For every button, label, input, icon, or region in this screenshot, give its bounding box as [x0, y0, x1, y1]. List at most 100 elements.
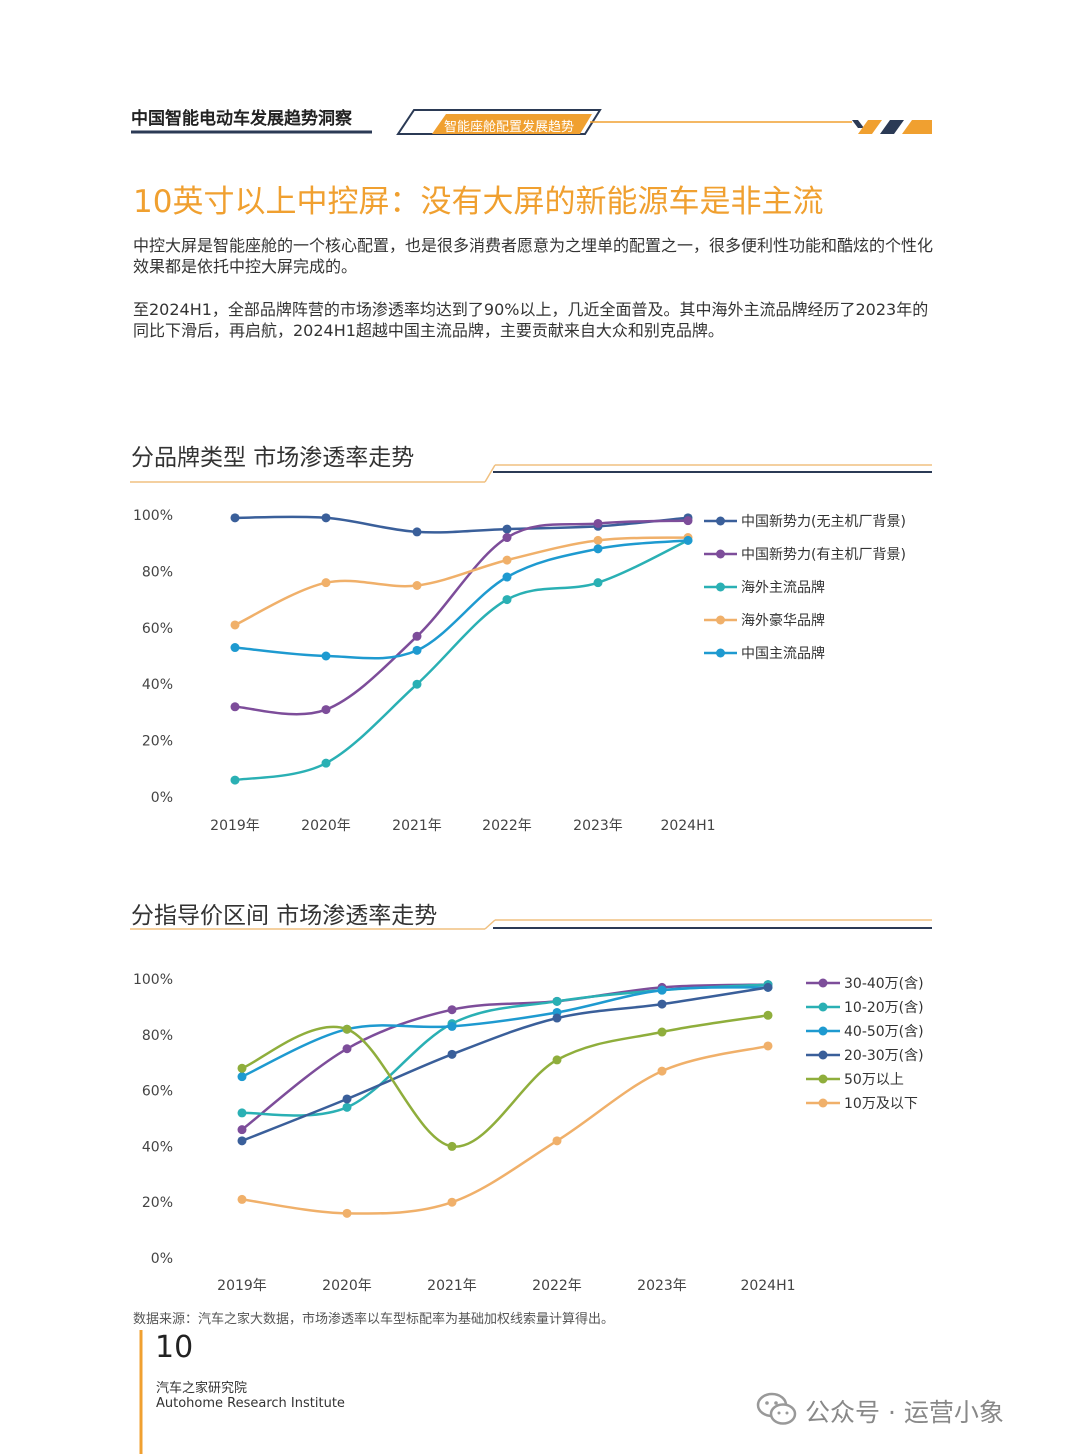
series-line	[234, 519, 689, 716]
footer-accent-bar	[139, 1330, 143, 1454]
data-point	[502, 533, 512, 543]
y-tick-label: 80%	[142, 564, 173, 580]
data-point	[447, 1141, 457, 1151]
legend-label: 20-30万(含)	[844, 1048, 924, 1064]
legend-label: 中国新势力(有主机厂背景)	[741, 547, 906, 563]
divider-slant	[484, 464, 496, 483]
data-point	[763, 982, 773, 992]
data-point	[321, 758, 331, 768]
y-tick-label: 40%	[142, 677, 173, 693]
series-line	[241, 986, 769, 1078]
intro-paragraph-1: 中控大屏是智能座舱的一个核心配置，也是很多消费者愿意为之埋单的配置之一，很多便利…	[133, 236, 934, 276]
data-point	[237, 1063, 247, 1073]
header-tag: 智能座舱配置发展趋势	[444, 120, 575, 135]
series-line	[234, 536, 689, 627]
data-point	[552, 996, 562, 1006]
y-tick-label: 20%	[142, 1195, 173, 1211]
data-point	[230, 775, 240, 785]
chart1-title-divider	[130, 464, 932, 483]
source-note: 数据来源：汽车之家大数据，市场渗透率以车型标配率为基础加权线索量计算得出。	[133, 1312, 615, 1327]
data-point	[683, 535, 693, 545]
y-tick-label: 60%	[142, 621, 173, 637]
data-point	[342, 1102, 352, 1112]
header-chevron-2	[880, 120, 904, 134]
data-point	[447, 1197, 457, 1207]
data-point	[412, 527, 422, 537]
legend-swatch-marker	[818, 1002, 828, 1012]
y-tick-label: 20%	[142, 734, 173, 750]
chart1-title: 分品牌类型 市场渗透率走势	[131, 445, 415, 471]
data-point	[447, 1049, 457, 1059]
legend-swatch-marker	[716, 582, 725, 592]
chart1-plot: 0% 20% 40% 60% 80% 100% 2019年 2020年 2021年 2022年 20…	[133, 508, 906, 834]
data-point	[552, 1136, 562, 1146]
data-point	[657, 1027, 667, 1037]
data-point	[552, 1013, 562, 1023]
y-tick-label: 60%	[142, 1084, 173, 1100]
data-point	[447, 1021, 457, 1031]
data-point	[230, 620, 240, 630]
legend-label: 海外豪华品牌	[741, 612, 825, 629]
watermark-text: 公众号 · 运营小象	[805, 1398, 1004, 1427]
data-point	[502, 524, 512, 534]
legend-label: 中国主流品牌	[741, 645, 825, 662]
data-point	[447, 1005, 457, 1015]
wechat-icon	[756, 1392, 797, 1425]
legend-label: 30-40万(含)	[844, 976, 924, 992]
series-line	[234, 539, 689, 782]
data-point	[230, 643, 240, 653]
legend-label: 10万及以下	[844, 1096, 918, 1112]
legend-swatch-marker	[818, 978, 828, 988]
chart2-title: 分指导价区间 市场渗透率走势	[131, 903, 438, 929]
data-point	[321, 651, 331, 661]
institute-name-en: Autohome Research Institute	[156, 1396, 345, 1411]
series-line	[234, 515, 689, 534]
legend-swatch-marker	[818, 1074, 828, 1084]
header-chevron-small	[852, 120, 864, 128]
legend-swatch-marker	[716, 549, 725, 559]
x-tick-label: 2019年	[217, 1278, 267, 1294]
legend-swatch-marker	[716, 648, 725, 658]
legend-label: 海外主流品牌	[741, 579, 825, 596]
chart2-plot: 0% 20% 40% 60% 80% 100% 2019年 2020年 2021年 2022年 20…	[133, 972, 924, 1294]
data-point	[412, 645, 422, 655]
x-tick-label: 2022年	[482, 818, 532, 834]
page-number: 10	[155, 1330, 194, 1365]
data-point	[502, 595, 512, 605]
data-point	[593, 544, 603, 554]
x-tick-label: 2021年	[427, 1278, 477, 1294]
data-point	[412, 679, 422, 689]
x-tick-label: 2023年	[573, 818, 623, 834]
x-tick-label: 2020年	[322, 1278, 372, 1294]
x-tick-label: 2020年	[301, 818, 351, 834]
data-point	[657, 999, 667, 1009]
data-point	[342, 1024, 352, 1034]
data-point	[321, 705, 331, 715]
data-point	[593, 518, 603, 528]
institute-name-cn: 汽车之家研究院	[156, 1381, 248, 1396]
y-tick-label: 100%	[133, 508, 173, 524]
data-point	[342, 1044, 352, 1054]
header-chevron-1	[858, 120, 882, 134]
series-line	[241, 983, 769, 1131]
x-tick-label: 2022年	[532, 1278, 582, 1294]
data-point	[593, 535, 603, 545]
data-point	[237, 1136, 247, 1146]
data-point	[593, 578, 603, 588]
data-point	[552, 1055, 562, 1065]
legend-swatch-marker	[818, 1050, 828, 1060]
data-point	[412, 581, 422, 590]
data-point	[342, 1208, 352, 1218]
legend-swatch-marker	[716, 516, 725, 526]
series-line	[241, 1044, 769, 1215]
data-point	[657, 985, 667, 995]
data-point	[230, 702, 240, 712]
data-point	[237, 1125, 247, 1135]
x-tick-label: 2024H1	[660, 818, 715, 834]
divider-slant	[484, 919, 496, 930]
data-point	[342, 1094, 352, 1104]
data-point	[502, 555, 512, 565]
data-point	[321, 513, 331, 523]
intro-paragraph-2: 至2024H1，全部品牌阵营的市场渗透率均达到了90%以上，几近全面普及。其中海…	[133, 300, 929, 340]
y-tick-label: 0%	[151, 1251, 173, 1267]
